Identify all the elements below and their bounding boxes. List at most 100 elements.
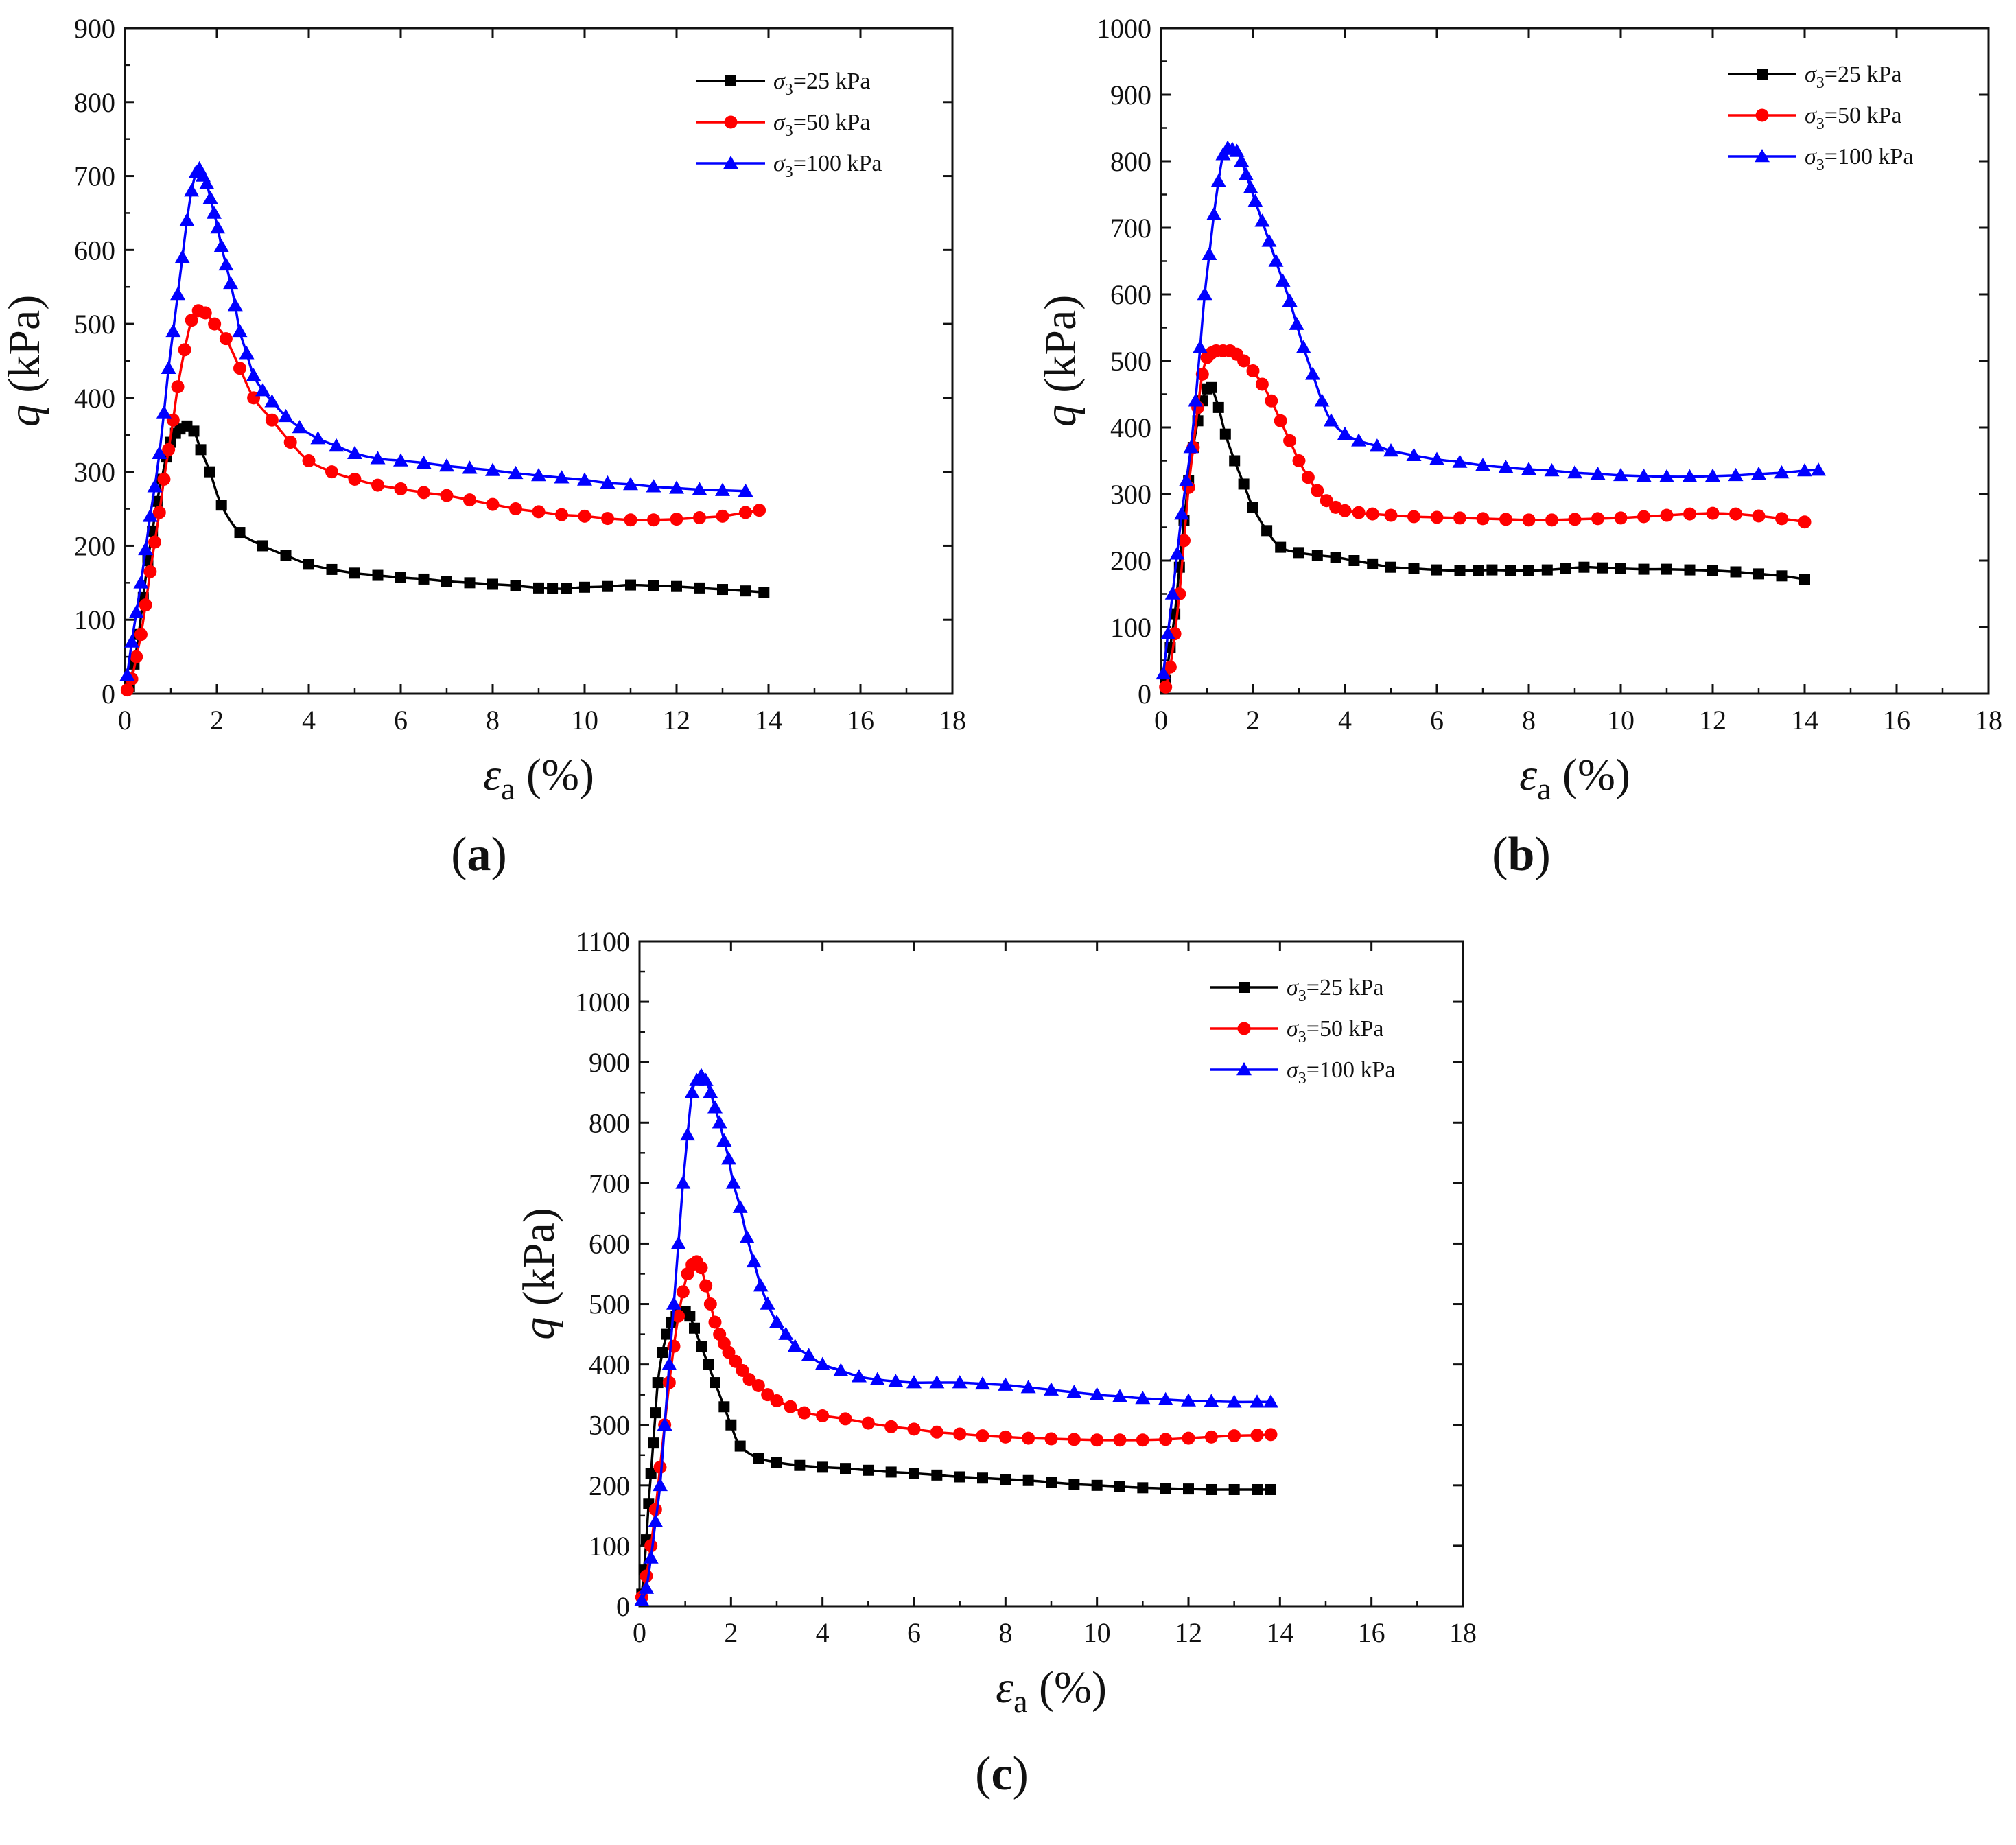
data-point: [1158, 1391, 1173, 1405]
x-tick-label: 12: [1699, 705, 1726, 736]
data-point: [1774, 465, 1790, 479]
panel-label: (b): [1492, 828, 1551, 881]
data-point: [657, 1417, 672, 1431]
data-point: [852, 1369, 867, 1383]
data-point: [555, 508, 568, 521]
data-point: [1323, 413, 1339, 427]
data-point: [1046, 1477, 1057, 1488]
data-point: [418, 573, 430, 585]
y-axis-unit: (kPa): [0, 295, 49, 404]
legend-sigma: σ: [773, 110, 786, 135]
data-point: [1659, 469, 1674, 483]
data-point: [645, 1468, 657, 1479]
data-point: [839, 1412, 852, 1426]
data-point: [703, 1085, 718, 1098]
data-point: [1567, 465, 1582, 479]
x-tick-label: 6: [1430, 705, 1444, 736]
data-point: [148, 535, 162, 549]
data-point: [1275, 541, 1287, 553]
data-point: [349, 567, 360, 579]
data-point: [1498, 460, 1514, 473]
data-point: [532, 505, 546, 519]
data-point: [684, 1311, 696, 1322]
data-point: [1591, 512, 1604, 526]
legend-sigma: σ: [773, 151, 786, 176]
data-point: [1163, 660, 1177, 674]
data-point: [1798, 515, 1812, 529]
data-point: [696, 1341, 707, 1352]
data-point: [1091, 1479, 1103, 1491]
data-point: [152, 445, 167, 459]
data-point: [1215, 147, 1231, 161]
data-point: [1177, 534, 1191, 548]
data-point: [1113, 1433, 1127, 1447]
data-point: [218, 257, 234, 271]
data-point: [718, 1401, 730, 1413]
data-point: [1188, 393, 1204, 407]
data-point: [1348, 555, 1360, 566]
x-tick-label: 6: [907, 1617, 921, 1648]
data-point: [439, 458, 454, 472]
data-point: [174, 250, 190, 263]
data-point: [1311, 484, 1324, 497]
data-point: [1314, 393, 1330, 407]
data-point: [1578, 561, 1590, 573]
data-point: [1202, 246, 1217, 261]
data-point: [975, 1376, 990, 1390]
y-tick-label: 0: [102, 679, 115, 709]
data-point: [661, 1356, 677, 1370]
y-axis-symbol: q: [1035, 404, 1086, 427]
data-point: [577, 472, 592, 486]
data-point: [283, 436, 297, 449]
data-point: [729, 1354, 742, 1368]
x-axis-subscript: a: [1537, 771, 1551, 806]
data-point: [142, 508, 158, 522]
data-point: [998, 1377, 1013, 1391]
legend-label: σ3=25 kPa: [773, 69, 870, 99]
data-point: [1429, 451, 1444, 465]
data-point: [1729, 507, 1742, 521]
data-point: [784, 1400, 797, 1413]
data-point: [138, 541, 154, 556]
legend-sigma: σ: [773, 69, 786, 94]
data-point: [1705, 468, 1720, 482]
data-point: [204, 466, 215, 478]
x-tick-label: 14: [1791, 705, 1818, 736]
data-point: [1366, 507, 1379, 521]
panel-label-close: ): [1534, 828, 1550, 881]
data-point: [1044, 1382, 1059, 1396]
data-point: [1264, 1428, 1278, 1442]
legend-label: σ3=100 kPa: [773, 151, 882, 181]
data-point: [662, 1376, 676, 1389]
data-point: [533, 582, 544, 594]
data-point: [310, 431, 326, 445]
data-point: [441, 576, 452, 587]
data-point: [817, 1461, 828, 1473]
data-point: [219, 332, 233, 346]
data-point: [721, 1151, 736, 1165]
data-point: [1728, 467, 1744, 482]
legend-label: σ3=50 kPa: [1805, 103, 1901, 133]
data-point: [156, 405, 172, 419]
data-point: [329, 438, 344, 452]
data-point: [1683, 507, 1696, 521]
y-tick-label: 400: [589, 1350, 630, 1380]
data-point: [1229, 143, 1245, 157]
data-point: [861, 1416, 875, 1430]
x-axis-symbol: ε: [483, 750, 501, 800]
legend-marker: [1755, 108, 1769, 122]
x-tick-label: 10: [1607, 705, 1634, 736]
y-tick-label: 500: [1110, 346, 1151, 377]
data-point: [463, 493, 476, 507]
data-point: [1454, 565, 1466, 576]
x-axis-subscript: a: [501, 771, 515, 806]
data-point: [840, 1463, 851, 1474]
data-point: [1204, 1394, 1219, 1407]
data-point: [717, 584, 728, 596]
data-point: [653, 1477, 668, 1492]
data-point: [710, 1377, 720, 1389]
data-point: [1330, 552, 1341, 563]
data-point: [147, 479, 163, 493]
x-tick-label: 12: [1175, 1617, 1202, 1648]
data-point: [953, 1427, 967, 1441]
